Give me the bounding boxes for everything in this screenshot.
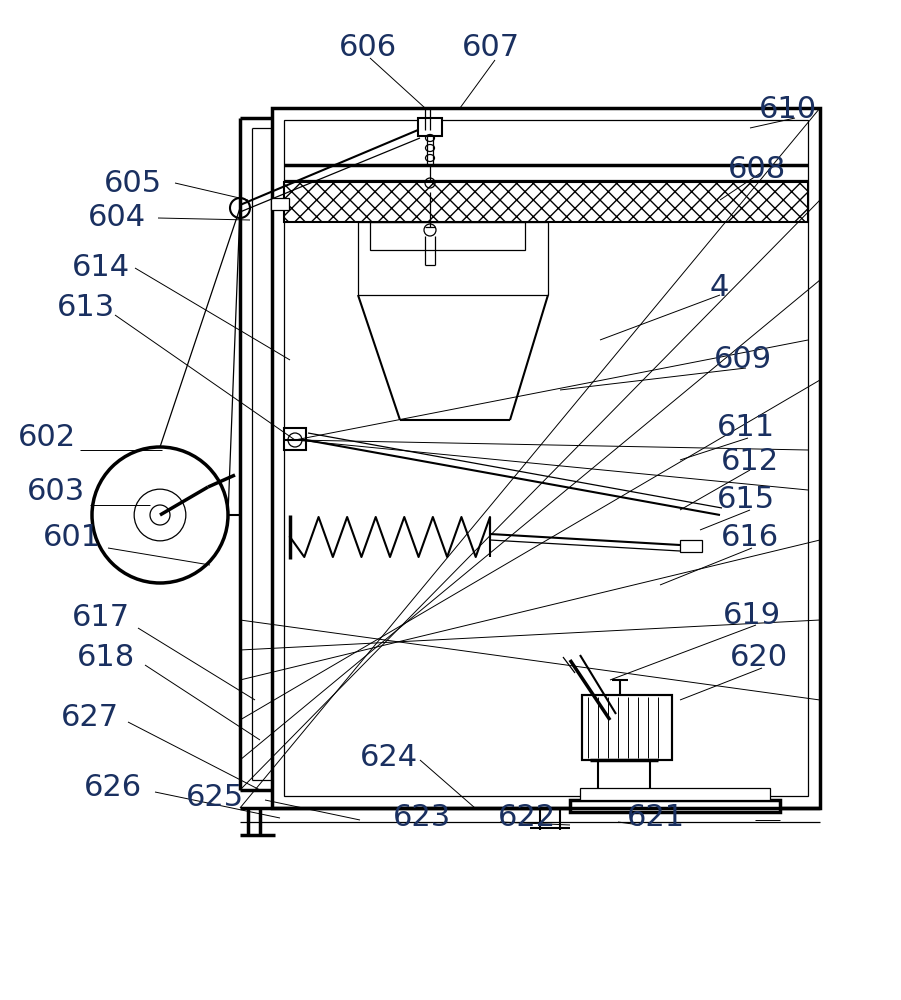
Text: 622: 622 [498, 804, 556, 832]
Text: 612: 612 [721, 448, 778, 477]
Text: 609: 609 [714, 346, 772, 374]
Bar [582, 695, 672, 760]
Bar [284, 182, 808, 222]
Bar [580, 788, 770, 800]
Bar [271, 198, 289, 210]
Bar [570, 800, 780, 812]
Text: 614: 614 [72, 253, 130, 282]
Text: 603: 603 [27, 478, 85, 506]
Text: 613: 613 [57, 294, 114, 322]
Text: 601: 601 [43, 524, 101, 552]
Text: 607: 607 [462, 33, 520, 62]
Text: 605: 605 [105, 168, 162, 198]
Bar [582, 695, 672, 760]
Text: 604: 604 [88, 204, 146, 232]
Text: 617: 617 [72, 603, 130, 633]
Text: 608: 608 [728, 155, 786, 184]
Text: 618: 618 [77, 644, 135, 672]
Circle shape [150, 505, 170, 525]
Text: 620: 620 [730, 644, 787, 672]
Text: 624: 624 [360, 744, 418, 772]
Circle shape [230, 198, 250, 218]
Bar [370, 222, 525, 250]
Text: 602: 602 [18, 424, 76, 452]
Circle shape [424, 224, 436, 236]
Text: 619: 619 [724, 600, 781, 630]
Text: 626: 626 [84, 774, 141, 802]
Bar [284, 428, 306, 450]
Text: 616: 616 [721, 524, 778, 552]
Bar [284, 120, 808, 796]
Bar [418, 118, 442, 136]
Text: 610: 610 [760, 96, 817, 124]
Bar [272, 108, 820, 808]
Text: 625: 625 [186, 784, 243, 812]
Text: 606: 606 [339, 33, 396, 62]
Text: 4: 4 [709, 273, 729, 302]
Text: 611: 611 [717, 414, 775, 442]
Text: 621: 621 [627, 804, 685, 832]
Bar [680, 540, 702, 552]
Circle shape [288, 433, 302, 447]
Text: 627: 627 [61, 704, 119, 732]
Text: 615: 615 [717, 486, 775, 514]
Text: 623: 623 [393, 804, 450, 832]
